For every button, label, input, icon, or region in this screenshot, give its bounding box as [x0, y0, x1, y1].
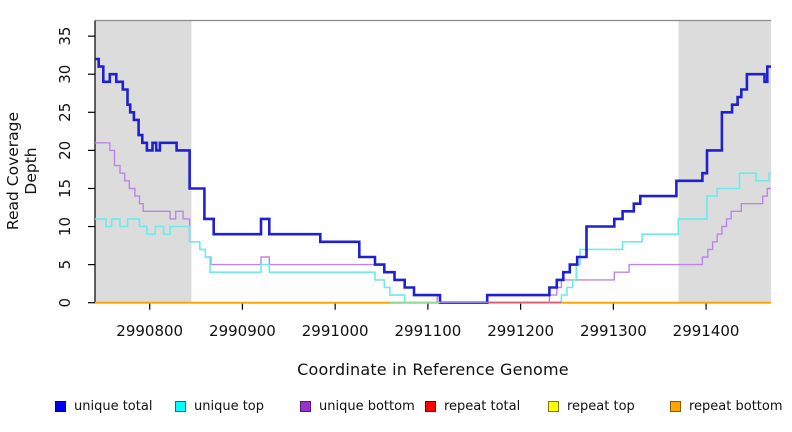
x-tick-label: 2991400 — [673, 322, 740, 340]
y-tick-label: 10 — [56, 217, 74, 236]
y-tick-label: 15 — [56, 179, 74, 198]
y-tick-label: 20 — [56, 141, 74, 160]
x-tick-label: 2990900 — [209, 322, 276, 340]
y-axis-title: Read Coverage Depth — [4, 111, 40, 231]
legend-label: unique bottom — [319, 398, 415, 414]
x-tick-label: 2991000 — [302, 322, 369, 340]
x-tick-label: 2991300 — [580, 322, 647, 340]
x-tick-label: 2991100 — [394, 322, 461, 340]
y-tick-label: 0 — [56, 298, 74, 308]
legend-item-repeat-total: repeat total — [425, 398, 520, 414]
shaded-region — [95, 20, 192, 303]
repeat-total-swatch-icon — [425, 400, 436, 412]
y-tick-label: 30 — [56, 65, 74, 84]
repeat-bottom-swatch-icon — [670, 400, 681, 412]
repeat-top-swatch-icon — [548, 400, 559, 412]
legend-item-repeat-bottom: repeat bottom — [670, 398, 783, 414]
x-tick-label: 2990800 — [116, 322, 183, 340]
x-axis-title: Coordinate in Reference Genome — [297, 360, 569, 379]
legend-item-unique-top: unique top — [175, 398, 264, 414]
legend-label: unique total — [74, 398, 153, 414]
series-unique-top — [95, 172, 771, 304]
legend-label: repeat top — [567, 398, 635, 414]
y-tick-label: 25 — [56, 103, 74, 122]
legend-label: repeat bottom — [689, 398, 783, 414]
legend: unique total unique top unique bottom re… — [0, 398, 792, 418]
series-unique-total — [95, 57, 771, 304]
shaded-region — [678, 20, 771, 303]
unique-top-swatch-icon — [175, 400, 186, 412]
legend-item-unique-bottom: unique bottom — [300, 398, 415, 414]
unique-total-swatch-icon — [55, 400, 66, 412]
legend-label: repeat total — [444, 398, 521, 414]
legend-item-unique-total: unique total — [55, 398, 152, 414]
unique-bottom-swatch-icon — [300, 400, 311, 412]
legend-item-repeat-top: repeat top — [548, 398, 635, 414]
y-tick-label: 35 — [56, 27, 74, 46]
y-tick-label: 5 — [56, 260, 74, 270]
x-tick-label: 2991200 — [487, 322, 554, 340]
series-unique-bottom — [95, 142, 771, 304]
legend-label: unique top — [194, 398, 265, 414]
